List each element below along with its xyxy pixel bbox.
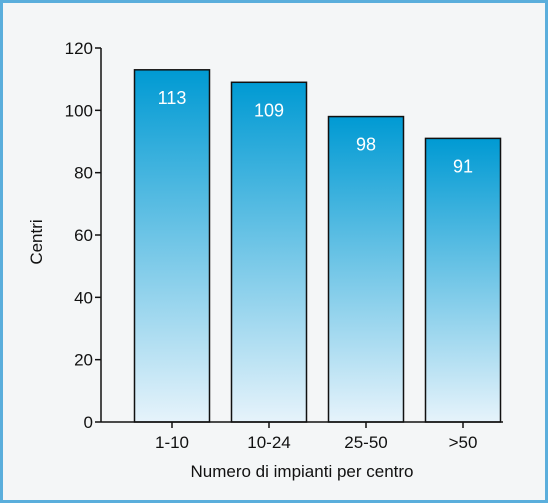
- y-tick-label: 40: [74, 288, 93, 307]
- y-tick-label: 20: [74, 351, 93, 370]
- y-tick-label: 120: [65, 39, 93, 58]
- bar-value-label: 98: [356, 135, 376, 155]
- y-axis-title: Centri: [27, 219, 46, 264]
- bar-4: [424, 137, 502, 423]
- y-tick-label: 60: [74, 226, 93, 245]
- bar-2: [230, 81, 308, 423]
- y-tick-label: 0: [84, 413, 93, 432]
- bar-3: [327, 115, 405, 423]
- x-tick-label: 10-24: [247, 433, 290, 452]
- x-tick-label: 25-50: [344, 433, 387, 452]
- y-tick-label: 100: [65, 101, 93, 120]
- bar-value-label: 91: [453, 156, 473, 176]
- x-axis-title: Numero di impianti per centro: [191, 462, 414, 481]
- bar-value-label: 109: [254, 100, 284, 120]
- y-tick-label: 80: [74, 164, 93, 183]
- bar-value-label: 113: [158, 88, 187, 108]
- x-tick-label: >50: [449, 433, 478, 452]
- x-tick-label: 1-10: [155, 433, 189, 452]
- bar-1: [133, 69, 211, 423]
